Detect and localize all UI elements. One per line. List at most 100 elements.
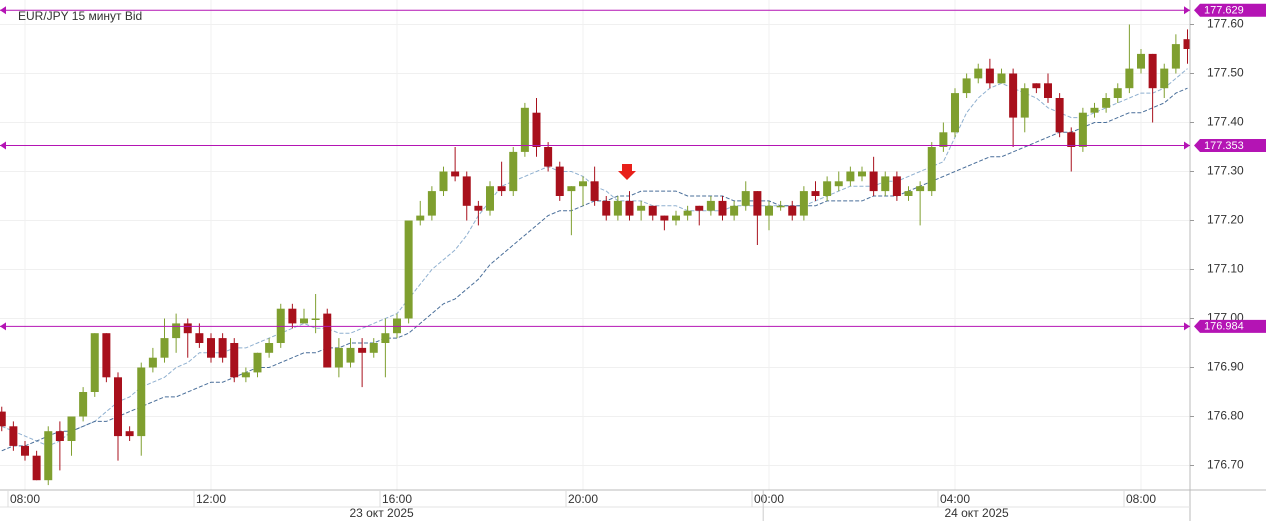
- candle-body: [1125, 68, 1134, 89]
- candle-body: [1090, 107, 1099, 113]
- level-label-box: [1194, 3, 1266, 17]
- candle-body: [788, 205, 797, 216]
- candle-body: [1032, 83, 1041, 89]
- level-label: 177.629: [1204, 5, 1244, 17]
- candle-body: [160, 338, 169, 358]
- candle-body: [892, 176, 901, 196]
- candle-body: [916, 186, 925, 192]
- candle-body: [416, 215, 425, 221]
- candle-body: [346, 347, 355, 363]
- x-tick-label: 20:00: [568, 492, 598, 506]
- candle-body: [79, 392, 88, 417]
- plot-area: [0, 24, 1190, 486]
- candle-body: [334, 347, 343, 368]
- candle-body: [555, 166, 564, 196]
- candle-body: [148, 357, 157, 368]
- x-tick-label: 08:00: [10, 492, 40, 506]
- y-tick-label: 177.40: [1207, 115, 1244, 129]
- candle-body: [613, 200, 622, 216]
- candle-body: [579, 181, 587, 187]
- candle-body: [660, 215, 669, 221]
- candle-body: [404, 220, 413, 319]
- candle-body: [1020, 88, 1029, 118]
- candle-body: [451, 171, 460, 177]
- candle-body: [811, 191, 820, 196]
- candle-body: [881, 176, 890, 192]
- y-tick-label: 176.80: [1207, 409, 1244, 423]
- candle-body: [1067, 132, 1076, 147]
- candle-body: [799, 191, 808, 216]
- candle-body: [114, 377, 122, 437]
- candle-body: [1148, 53, 1157, 89]
- candle-body: [253, 352, 262, 373]
- candle-body: [532, 112, 541, 147]
- candle-body: [776, 205, 785, 208]
- candle-body: [1137, 53, 1145, 69]
- date-label: 24 окт 2025: [944, 506, 1009, 520]
- x-tick-label: 00:00: [754, 492, 784, 506]
- candle-body: [962, 78, 971, 94]
- candle-body: [183, 323, 192, 334]
- candle-body: [602, 200, 611, 216]
- level-line-end: [1184, 141, 1190, 150]
- x-tick-label: 16:00: [382, 492, 412, 506]
- candle-body: [730, 205, 739, 216]
- candle-body: [590, 181, 599, 201]
- candle-body: [1183, 39, 1190, 49]
- candle-body: [1009, 73, 1018, 118]
- candle-body: [985, 68, 994, 84]
- candle-body: [102, 333, 111, 378]
- candle-body: [927, 147, 936, 192]
- candle-body: [218, 338, 227, 358]
- candle-body: [67, 416, 76, 441]
- candle-body: [823, 181, 832, 196]
- candle-body: [230, 343, 239, 378]
- candle-body: [358, 347, 367, 353]
- candle-body: [474, 205, 483, 211]
- candle-body: [1160, 68, 1169, 89]
- level-label: 176.984: [1204, 321, 1244, 333]
- chart-title: EUR/JPY 15 минут Bid: [18, 9, 142, 23]
- candle-body: [1102, 98, 1111, 108]
- candle-body: [718, 200, 727, 216]
- candle-body: [300, 318, 308, 324]
- y-tick-label: 176.70: [1207, 458, 1244, 472]
- candle-body: [288, 308, 297, 324]
- candle-body: [32, 455, 41, 481]
- candle-body: [544, 147, 553, 167]
- candle-body: [9, 426, 18, 446]
- candle-body: [44, 431, 53, 481]
- level-line-end: [1184, 6, 1190, 15]
- candle-body: [951, 93, 959, 133]
- candle-body: [1055, 98, 1064, 133]
- level-line-end: [0, 322, 6, 331]
- candle-body: [509, 151, 518, 192]
- candle-body: [706, 200, 715, 211]
- x-tick-label: 12:00: [196, 492, 226, 506]
- y-tick-label: 177.20: [1207, 213, 1244, 227]
- candle-body: [241, 372, 250, 378]
- candle-body: [765, 205, 773, 216]
- candle-body: [323, 313, 332, 368]
- candle-body: [21, 445, 29, 456]
- level-label: 177.353: [1204, 140, 1244, 152]
- level-line-end: [0, 141, 6, 150]
- level-line-end: [0, 6, 6, 15]
- candle-body: [137, 367, 146, 437]
- x-tick-label: 08:00: [1126, 492, 1156, 506]
- candle-body: [207, 338, 215, 358]
- x-tick-label: 04:00: [940, 492, 970, 506]
- candle-body: [625, 200, 634, 216]
- candle-body: [683, 210, 692, 216]
- candle-body: [741, 191, 750, 206]
- candle-body: [567, 186, 576, 192]
- y-tick-label: 177.10: [1207, 262, 1244, 276]
- level-label-box: [1194, 139, 1266, 153]
- y-tick-label: 177.30: [1207, 164, 1244, 178]
- candle-body: [427, 191, 436, 216]
- candle-body: [55, 431, 64, 441]
- candle-body: [381, 333, 390, 343]
- candle-body: [834, 181, 843, 187]
